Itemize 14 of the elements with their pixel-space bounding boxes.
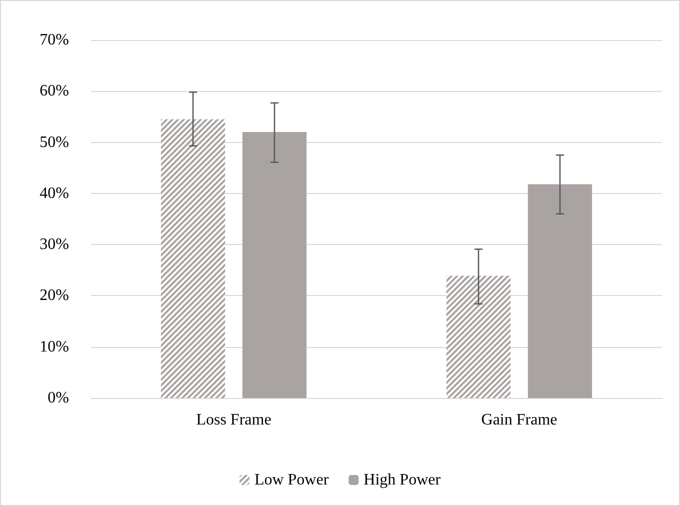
bar — [242, 132, 307, 398]
x-tick-label: Gain Frame — [481, 412, 558, 428]
y-tick-label: 0% — [48, 390, 69, 406]
bar — [528, 184, 592, 398]
legend-label: High Power — [364, 472, 442, 488]
legend-label: Low Power — [254, 472, 330, 488]
y-tick-label: 60% — [40, 82, 69, 100]
y-tick-label: 30% — [40, 236, 69, 254]
x-tick-label: Loss Frame — [196, 412, 272, 428]
y-tick-label: 10% — [40, 338, 69, 356]
y-tick-label: 20% — [40, 287, 69, 304]
y-tick-label: 40% — [40, 184, 69, 202]
y-tick-label: 50% — [40, 134, 69, 151]
y-tick-label: 70% — [40, 32, 69, 48]
